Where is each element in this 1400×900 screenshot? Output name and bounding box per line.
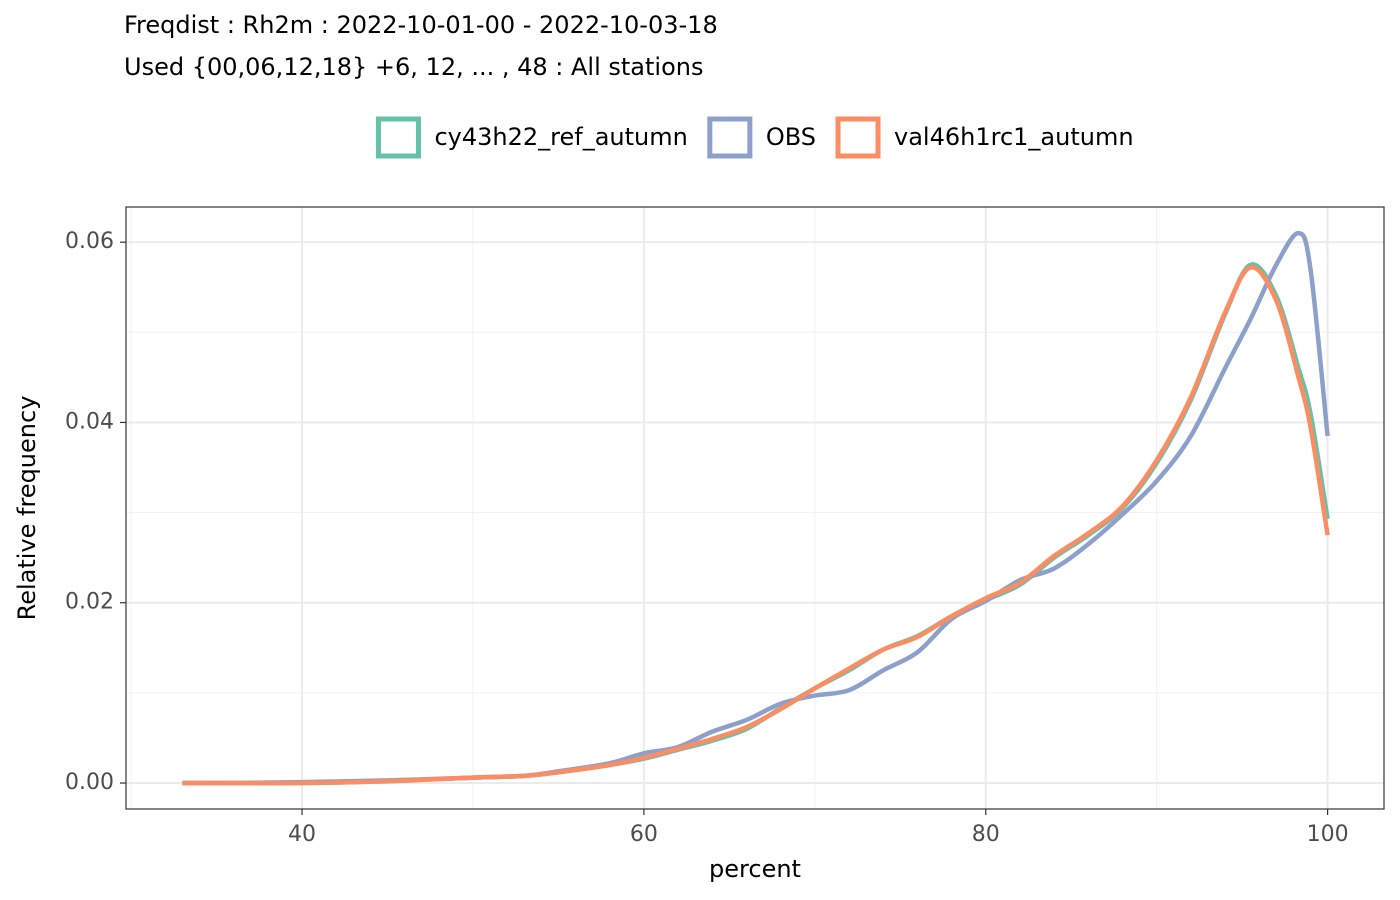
legend-label: val46h1rc1_autumn (894, 123, 1134, 151)
legend-key (835, 116, 881, 159)
legend: cy43h22_ref_autumn OBS val46h1rc1_autumn (375, 116, 1134, 159)
series-line (182, 262, 1330, 786)
chart-subtitle: Used {00,06,12,18} +6, 12, ... , 48 : Al… (124, 53, 703, 81)
x-tick-label: 40 (288, 822, 316, 847)
x-tick-label: 80 (972, 822, 1000, 847)
panel-border (125, 206, 1385, 810)
y-tick-label: 0.06 (65, 229, 114, 254)
series-line (182, 230, 1330, 786)
x-tick-label: 60 (630, 822, 658, 847)
x-tick-label: 100 (1307, 822, 1349, 847)
chart-title: Freqdist : Rh2m : 2022-10-01-00 - 2022-1… (124, 11, 718, 39)
series-line (182, 265, 1330, 786)
legend-label: OBS (766, 123, 816, 151)
legend-key (707, 116, 753, 159)
y-axis-title: Relative frequency (13, 396, 41, 621)
x-axis-title: percent (709, 855, 801, 883)
y-tick-label: 0.02 (65, 590, 114, 615)
y-tick-label: 0.04 (65, 409, 114, 434)
legend-label: cy43h22_ref_autumn (434, 123, 687, 151)
y-tick-label: 0.00 (65, 770, 114, 795)
legend-key (375, 116, 421, 159)
